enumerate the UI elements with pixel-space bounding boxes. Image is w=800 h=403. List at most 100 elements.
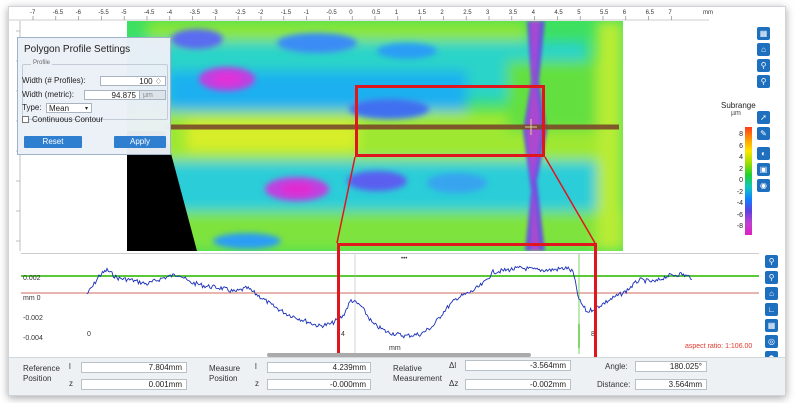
continuous-contour-checkbox[interactable] bbox=[22, 116, 29, 123]
ruler-tick-label: -0.5 bbox=[326, 10, 337, 16]
colorbar-label: 0 bbox=[739, 177, 743, 184]
app-frame: -7 -6.5 -6 -5.5 -5 -4.5 -4 -3.5 -3 -2.5 -2 -1.5 -1 -0… bbox=[8, 6, 786, 396]
zoom-connector bbox=[336, 156, 596, 244]
ruler-tick-label: -6.5 bbox=[53, 10, 64, 16]
width-metric-label: Width (metric): bbox=[22, 90, 74, 99]
reference-label: Reference bbox=[23, 364, 60, 373]
ruler-tick-label: 7 bbox=[668, 10, 672, 16]
profile-more-dots[interactable]: ••• bbox=[401, 256, 407, 262]
save-image-icon[interactable]: ▦ bbox=[757, 27, 770, 40]
width-metric-unit: µm bbox=[140, 90, 166, 100]
ruler-tick-label: -1.5 bbox=[281, 10, 292, 16]
continuous-contour-label: Continuous Contour bbox=[32, 115, 104, 124]
relative-label: Relative bbox=[393, 364, 422, 373]
polygon-profile-settings-panel: Polygon Profile Settings Profile Width (… bbox=[17, 37, 171, 155]
type-select[interactable]: Mean ▾ bbox=[46, 103, 92, 113]
ruler-tick-label: 2 bbox=[440, 10, 444, 16]
top-right-toolbar: ▦ ⌂ ⚲ ⚲ ➚ ✎ ◐ ▣ ◉ bbox=[757, 27, 771, 195]
ref-l-field[interactable]: 7.804mm bbox=[81, 362, 187, 373]
meas-z-field[interactable]: -0.000mm bbox=[267, 379, 371, 390]
dz-field[interactable]: -0.002mm bbox=[465, 379, 571, 390]
colorbar-title: Subrange bbox=[721, 101, 756, 110]
profile-group-label: Profile bbox=[31, 60, 53, 66]
y-tick-neg0004: -0.004 bbox=[23, 335, 43, 342]
distance-label: Distance: bbox=[597, 380, 631, 389]
ruler-unit: mm bbox=[703, 10, 713, 16]
ruler-tick-label: -3.5 bbox=[190, 10, 201, 16]
ruler-tick-label: -5 bbox=[121, 10, 127, 16]
top-ruler: -7 -6.5 -6 -5.5 -5 -4.5 -4 -3.5 -3 -2.5 -2 -1.5 -1 -0… bbox=[9, 7, 729, 21]
profile-curve bbox=[86, 265, 692, 339]
meas-l-field[interactable]: 4.239mm bbox=[267, 362, 371, 373]
ref-z-field[interactable]: 0.001mm bbox=[81, 379, 187, 390]
colorbar-unit: µm bbox=[731, 110, 741, 117]
apply-button[interactable]: Apply bbox=[114, 136, 166, 148]
zoom-in-icon[interactable]: ⚲ bbox=[765, 255, 778, 268]
ruler-tick-label: 6.5 bbox=[646, 10, 655, 16]
colorbar bbox=[745, 127, 752, 235]
palette-icon[interactable]: ◉ bbox=[757, 179, 770, 192]
level-icon[interactable]: ∟ bbox=[765, 303, 778, 316]
continuous-contour-row[interactable]: Continuous Contour bbox=[22, 115, 103, 124]
zoom-out-icon[interactable]: ⚲ bbox=[765, 271, 778, 284]
home-icon[interactable]: ⌂ bbox=[757, 43, 770, 56]
ruler-tick-label: -3 bbox=[212, 10, 218, 16]
type-select-value: Mean bbox=[49, 104, 70, 113]
zoom-in-icon[interactable]: ⚲ bbox=[757, 59, 770, 72]
angle-field[interactable]: 180.025° bbox=[635, 361, 707, 372]
ruler-tick-label: 4.5 bbox=[554, 10, 563, 16]
colorbar-label: -8 bbox=[736, 223, 743, 230]
pen-tool-icon[interactable]: ✎ bbox=[757, 127, 770, 140]
y-tick-0002: 0.002 bbox=[23, 275, 41, 282]
y-tick-neg0002: -0.002 bbox=[23, 315, 43, 322]
colorbar-label: 8 bbox=[739, 131, 743, 138]
ruler-tick-label: -2 bbox=[258, 10, 264, 16]
width-profiles-input[interactable]: 100 ♢ bbox=[100, 76, 166, 86]
reset-button[interactable]: Reset bbox=[24, 136, 82, 148]
measure-label-2: Position bbox=[209, 374, 238, 383]
grid-icon[interactable]: ▦ bbox=[765, 319, 778, 332]
type-row: Type: bbox=[22, 103, 42, 112]
ruler-tick-label: 3.5 bbox=[509, 10, 518, 16]
width-profiles-label: Width (# Profiles): bbox=[22, 76, 86, 85]
ruler-tick-label: 4 bbox=[532, 10, 536, 16]
type-label: Type: bbox=[22, 103, 42, 112]
x-tick-4: 4 bbox=[341, 331, 345, 338]
width-metric-input[interactable]: 94.875 bbox=[84, 90, 140, 100]
ruler-tick-label: -2.5 bbox=[235, 10, 246, 16]
color-adjust-icon[interactable]: ◐ bbox=[757, 147, 770, 160]
ruler-tick-label: 0 bbox=[349, 10, 353, 16]
zoom-out-icon[interactable]: ⚲ bbox=[757, 75, 770, 88]
ruler-tick-label: 2.5 bbox=[463, 10, 472, 16]
fit-view-icon[interactable]: ▣ bbox=[757, 163, 770, 176]
profile-tool-icon[interactable]: ➚ bbox=[757, 111, 770, 124]
target-icon[interactable]: ◎ bbox=[765, 335, 778, 348]
top-ruler-svg: -7 -6.5 -6 -5.5 -5 -4.5 -4 -3.5 -3 -2.5 -2 -1.5 -1 -0… bbox=[9, 10, 713, 21]
ruler-tick-label: 1 bbox=[395, 10, 399, 16]
selection-highlight-box bbox=[355, 85, 545, 157]
ruler-tick-label: -5.5 bbox=[98, 10, 109, 16]
measurement-bar: Reference Position l 7.804mm z 0.001mm M… bbox=[9, 357, 785, 395]
dl-field[interactable]: -3.564mm bbox=[465, 360, 571, 371]
ruler-tick-label: -7 bbox=[30, 10, 36, 16]
colorbar-label: -2 bbox=[736, 188, 743, 196]
ruler-tick-label: -4 bbox=[167, 10, 173, 16]
colorbar-label: 2 bbox=[739, 165, 743, 173]
profile-plot[interactable]: 0.002 mm 0 -0.002 -0.004 0 4 8 mm ••• bbox=[21, 253, 759, 354]
angle-label: Angle: bbox=[605, 362, 628, 371]
profile-group: Profile bbox=[22, 60, 168, 120]
x-axis-unit: mm bbox=[389, 345, 401, 352]
reference-label-2: Position bbox=[23, 374, 52, 383]
horizontal-scrollbar[interactable] bbox=[267, 353, 531, 357]
y-tick-0: mm 0 bbox=[23, 295, 41, 302]
colorbar-label: -4 bbox=[736, 200, 743, 207]
x-tick-8: 8 bbox=[591, 331, 595, 338]
dz-label: Δz bbox=[449, 379, 459, 388]
distance-field[interactable]: 3.564mm bbox=[635, 379, 707, 390]
width-metric-row: Width (metric): bbox=[22, 90, 74, 99]
settings-title: Polygon Profile Settings bbox=[24, 44, 131, 55]
home-icon[interactable]: ⌂ bbox=[765, 287, 778, 300]
dl-label: Δl bbox=[449, 361, 457, 370]
ruler-tick-label: 1.5 bbox=[418, 10, 427, 16]
ruler-tick-label: 0.5 bbox=[372, 10, 381, 16]
